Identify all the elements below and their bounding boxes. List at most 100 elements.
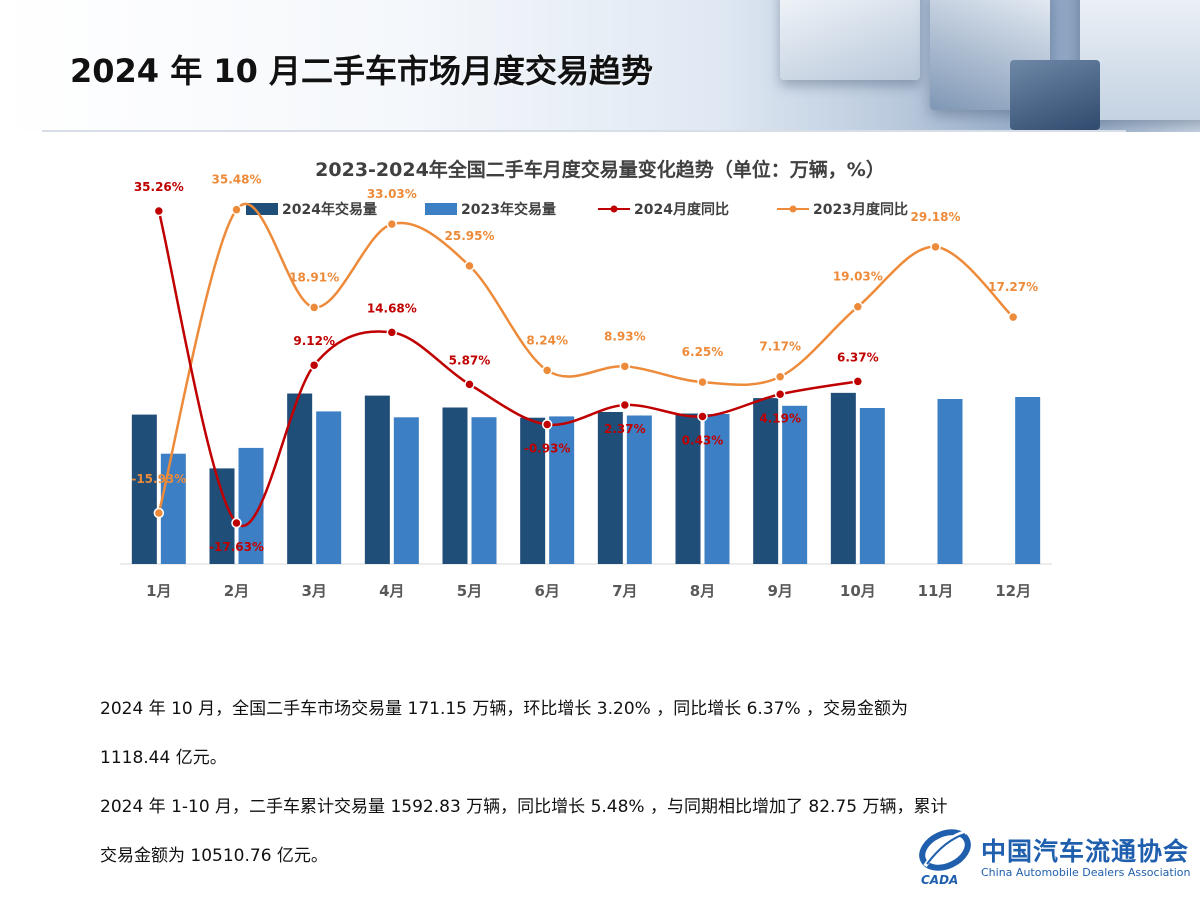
legend-swatch — [425, 203, 457, 215]
trade-volume-chart: 2023-2024年全国二手车月度交易量变化趋势（单位：万辆，%） 2024年交易… — [120, 158, 1052, 600]
legend-label: 2024月度同比 — [634, 201, 729, 218]
data-label-2024-yoy: 14.68% — [367, 301, 417, 315]
data-label-2024-yoy: 4.19% — [759, 411, 801, 425]
point-2023-yoy — [697, 376, 708, 388]
x-tick-label: 11月 — [918, 582, 954, 600]
bar-2024 — [287, 393, 313, 564]
header-divider — [42, 130, 1126, 132]
x-tick-label: 8月 — [690, 582, 715, 600]
bar-2024 — [675, 413, 701, 564]
data-label-2023-yoy: 35.48% — [212, 173, 262, 187]
bar-2024 — [830, 392, 856, 564]
point-2023-yoy — [308, 302, 320, 313]
bar-2023 — [704, 414, 730, 564]
bar-2024 — [442, 407, 468, 564]
bar-2023 — [316, 411, 342, 564]
point-2024-yoy — [619, 399, 631, 411]
point-2023-yoy — [852, 301, 864, 312]
data-label-2023-yoy: 29.18% — [911, 210, 961, 224]
decorative-cube — [1080, 0, 1200, 120]
x-tick-label: 3月 — [301, 582, 326, 600]
summary-paragraph-1-line-2: 1118.44 亿元。 — [100, 748, 227, 768]
point-2024-yoy — [231, 517, 242, 529]
data-label-2023-yoy: 8.24% — [526, 333, 568, 347]
x-tick-label: 7月 — [612, 582, 637, 600]
point-2024-yoy — [774, 389, 786, 400]
x-tick-label: 12月 — [995, 582, 1031, 600]
page-title: 2024 年 10 月二手车市场月度交易趋势 — [70, 52, 654, 90]
logo-name-en: China Automobile Dealers Association — [981, 866, 1191, 879]
bar-2024 — [364, 395, 390, 564]
point-2024-yoy — [697, 411, 708, 422]
bar-2024 — [131, 414, 157, 564]
x-tick-label: 10月 — [840, 582, 876, 600]
bar-2024 — [520, 417, 546, 564]
point-2023-yoy — [619, 361, 631, 372]
data-label-2023-yoy: 33.03% — [367, 187, 417, 201]
line-2023-yoy — [157, 202, 1015, 514]
x-tick-label: 9月 — [767, 582, 792, 600]
data-label-2024-yoy: -0.93% — [524, 441, 571, 455]
bar-2024 — [753, 398, 779, 564]
data-label-2024-yoy: 35.26% — [134, 180, 184, 194]
bar-2023 — [782, 405, 808, 564]
summary-paragraph-2-line-1: 2024 年 1-10 月，二手车累计交易量 1592.83 万辆，同比增长 5… — [100, 797, 948, 817]
x-tick-label: 6月 — [534, 582, 559, 600]
summary-paragraph-2-line-2: 交易金额为 10510.76 亿元。 — [100, 846, 328, 866]
point-2024-yoy — [541, 419, 553, 430]
bar-2023 — [626, 415, 652, 564]
data-label-2024-yoy: 9.12% — [293, 334, 335, 348]
bar-2023 — [549, 416, 575, 564]
point-2023-yoy — [464, 260, 475, 272]
data-label-2023-yoy: 6.25% — [682, 345, 724, 359]
data-label-2023-yoy: 7.17% — [759, 340, 801, 354]
cada-logo-icon: CADA — [919, 829, 971, 887]
data-label-2023-yoy: 17.27% — [988, 280, 1038, 294]
bar-2023 — [937, 399, 963, 564]
chart-title: 2023-2024年全国二手车月度交易量变化趋势（单位：万辆，%） — [315, 158, 885, 181]
bar-2023 — [859, 408, 885, 564]
point-2023-yoy — [231, 204, 242, 215]
point-2024-yoy — [386, 327, 398, 338]
legend-label: 2024年交易量 — [282, 201, 377, 218]
data-label-2023-yoy: 19.03% — [833, 270, 883, 284]
legend-swatch — [246, 203, 278, 215]
data-label-2023-yoy: -15.93% — [131, 472, 186, 486]
bar-2024 — [597, 412, 623, 564]
data-label-2024-yoy: 0.43% — [682, 433, 724, 447]
legend-label: 2023月度同比 — [813, 201, 908, 218]
point-2023-yoy — [930, 241, 941, 253]
summary-paragraph-1-line-1: 2024 年 10 月，全国二手车市场交易量 171.15 万辆，环比增长 3.… — [100, 699, 909, 719]
data-label-2023-yoy: 25.95% — [445, 229, 495, 243]
x-tick-label: 4月 — [379, 582, 404, 600]
bar-2023 — [160, 453, 186, 564]
legend-marker — [610, 205, 618, 213]
point-2023-yoy — [153, 507, 165, 519]
x-tick-label: 1月 — [146, 582, 171, 600]
bar-2023 — [471, 417, 497, 564]
point-2023-yoy — [1007, 311, 1019, 323]
data-label-2024-yoy: 5.87% — [449, 353, 491, 367]
point-2024-yoy — [852, 376, 864, 387]
x-tick-label: 5月 — [457, 582, 482, 600]
point-2024-yoy — [153, 205, 165, 217]
cada-logo: CADA 中国汽车流通协会 China Automobile Dealers A… — [915, 826, 1195, 892]
data-label-2024-yoy: 6.37% — [837, 350, 879, 364]
legend-label: 2023年交易量 — [461, 201, 556, 218]
point-2024-yoy — [464, 379, 475, 390]
x-tick-label: 2月 — [224, 582, 249, 600]
point-2023-yoy — [774, 371, 786, 382]
point-2023-yoy — [541, 365, 553, 376]
data-label-2023-yoy: 8.93% — [604, 329, 646, 343]
data-label-2024-yoy: 2.37% — [604, 422, 646, 436]
decorative-cube — [1010, 60, 1100, 130]
legend-marker — [789, 205, 797, 213]
bar-2023 — [1015, 397, 1041, 564]
header-banner: 2024 年 10 月二手车市场月度交易趋势 — [0, 0, 1200, 132]
data-label-2023-yoy: 18.91% — [289, 270, 339, 284]
data-label-2024-yoy: -17.63% — [209, 540, 264, 554]
logo-abbr: CADA — [921, 873, 958, 887]
point-2024-yoy — [308, 359, 320, 371]
bar-2023 — [393, 417, 419, 564]
decorative-cube — [780, 0, 920, 80]
